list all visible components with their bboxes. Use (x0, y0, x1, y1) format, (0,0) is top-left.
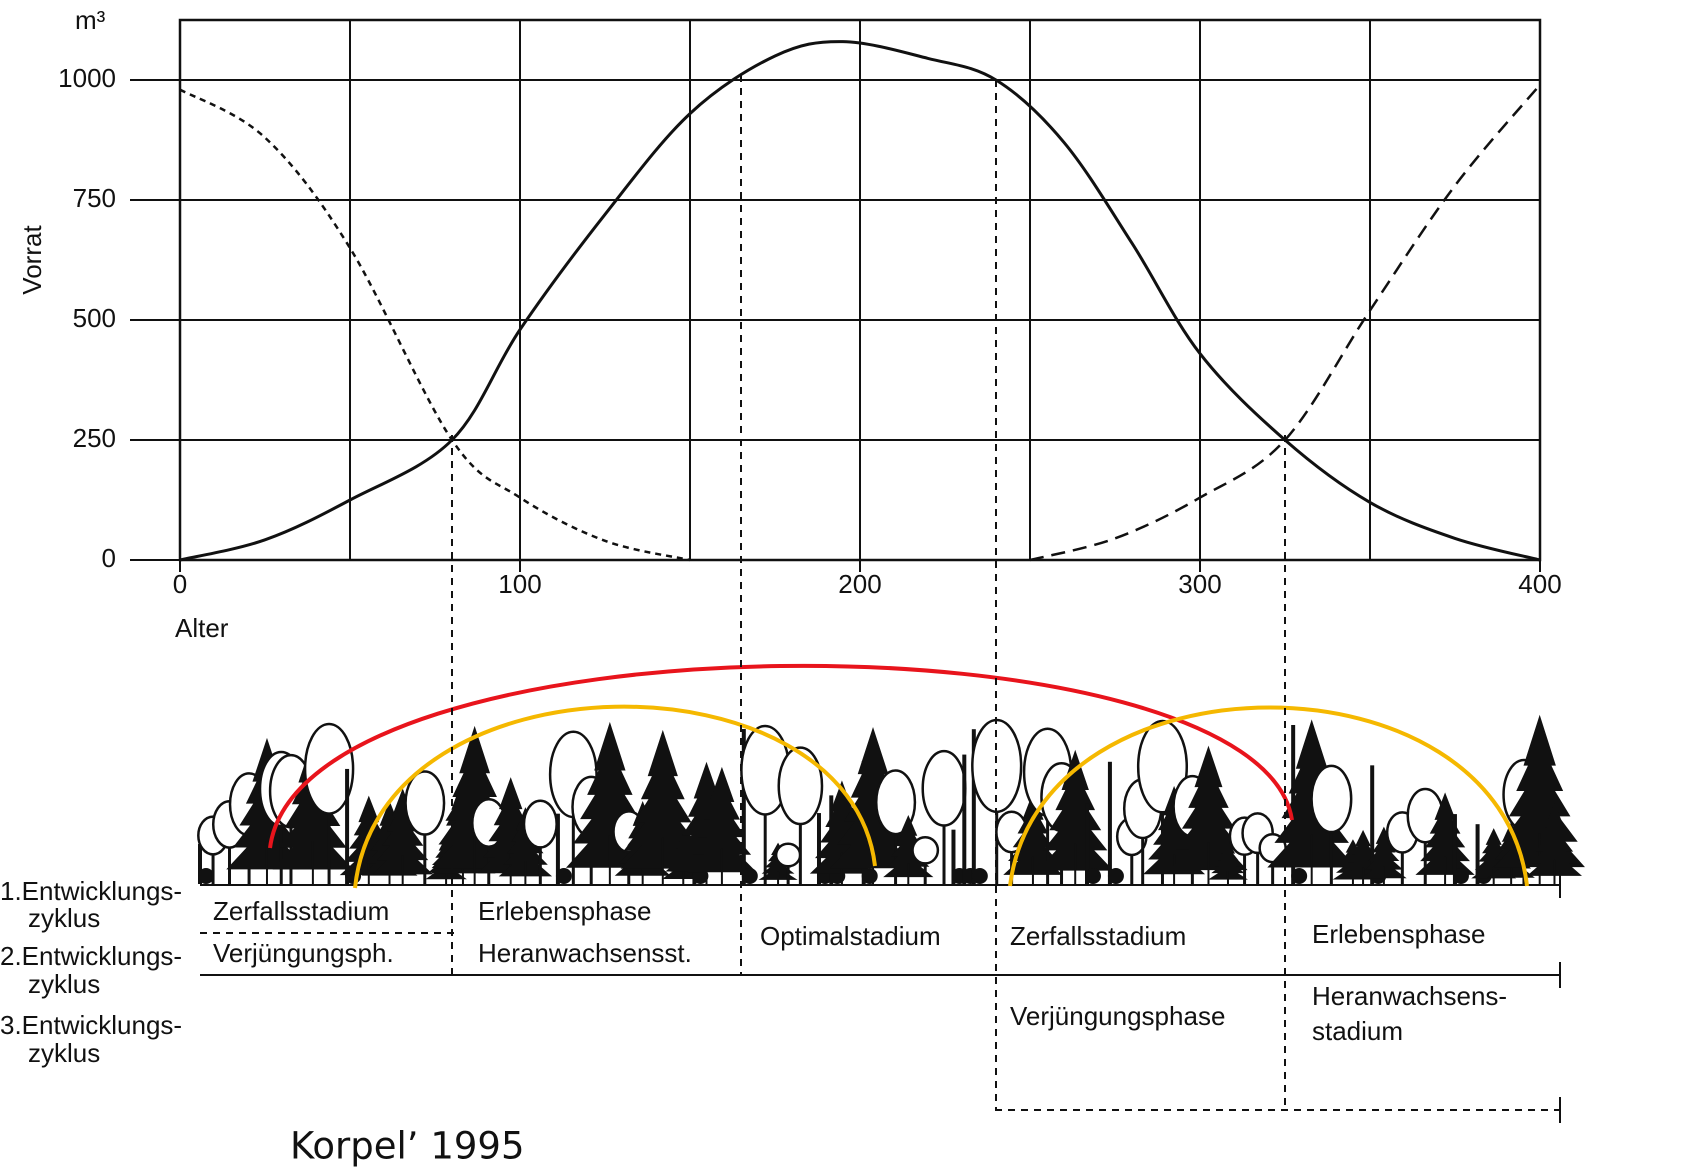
phase-label: stadium (1312, 1016, 1403, 1046)
shrub (972, 868, 988, 884)
cycle-label: 1.Entwicklungs- (0, 876, 182, 906)
phase-label: Verjüngungsph. (213, 938, 394, 968)
x-tick-label: 100 (498, 569, 541, 599)
deciduous-crown (524, 801, 557, 848)
shrub (1085, 868, 1101, 884)
phase-label: Erlebensphase (478, 896, 651, 926)
phase-label: Heranwachsensst. (478, 938, 692, 968)
x-tick-label: 0 (173, 569, 187, 599)
phase-label: Optimalstadium (760, 921, 941, 951)
cycle-label: 2.Entwicklungs- (0, 941, 182, 971)
y-unit: m³ (75, 5, 106, 35)
deciduous-crown (406, 772, 444, 835)
y-tick-label: 250 (73, 423, 116, 453)
y-tick-label: 0 (102, 543, 116, 573)
phase-label: Heranwachsens- (1312, 981, 1507, 1011)
deciduous-crown (923, 751, 966, 825)
y-axis-label: Vorrat (17, 225, 47, 295)
cycle-label: zyklus (28, 903, 100, 933)
phase-label: Verjüngungsphase (1010, 1001, 1225, 1031)
source: Korpel’ 1995 (290, 1125, 524, 1168)
cycle-label: zyklus (28, 969, 100, 999)
deciduous-crown (1312, 766, 1352, 832)
forest-illustration (198, 715, 1585, 884)
x-axis-label: Alter (175, 613, 229, 643)
y-tick-label: 750 (73, 183, 116, 213)
phase-label: Erlebensphase (1312, 919, 1485, 949)
y-tick-label: 500 (73, 303, 116, 333)
phase-label: Zerfallsstadium (213, 896, 389, 926)
stem (962, 755, 966, 884)
deciduous-crown (779, 748, 822, 824)
cycle-label: zyklus (28, 1038, 100, 1068)
shrub (1291, 868, 1307, 884)
series-line (180, 90, 690, 560)
stem (345, 769, 349, 884)
stem (1108, 762, 1112, 884)
cycle-label: 3.Entwicklungs- (0, 1010, 182, 1040)
figure: 0 250 500 750 1000 0 100 200 300 400 Alter Vorrat m³… (0, 0, 1700, 1172)
x-tick-label: 400 (1518, 569, 1561, 599)
shrub (1108, 868, 1124, 884)
shrub (862, 868, 878, 884)
shrub (1453, 868, 1469, 884)
chart: 0 250 500 750 1000 0 100 200 300 400 Alter Vorrat m³ (17, 5, 1562, 643)
shrub (556, 868, 572, 884)
y-tick-label: 1000 (58, 63, 116, 93)
x-tick-label: 200 (838, 569, 881, 599)
x-tick-label: 300 (1178, 569, 1221, 599)
phase-label: Zerfallsstadium (1010, 921, 1186, 951)
deciduous-crown (776, 844, 800, 867)
deciduous-crown (913, 837, 938, 863)
shrub (742, 868, 758, 884)
